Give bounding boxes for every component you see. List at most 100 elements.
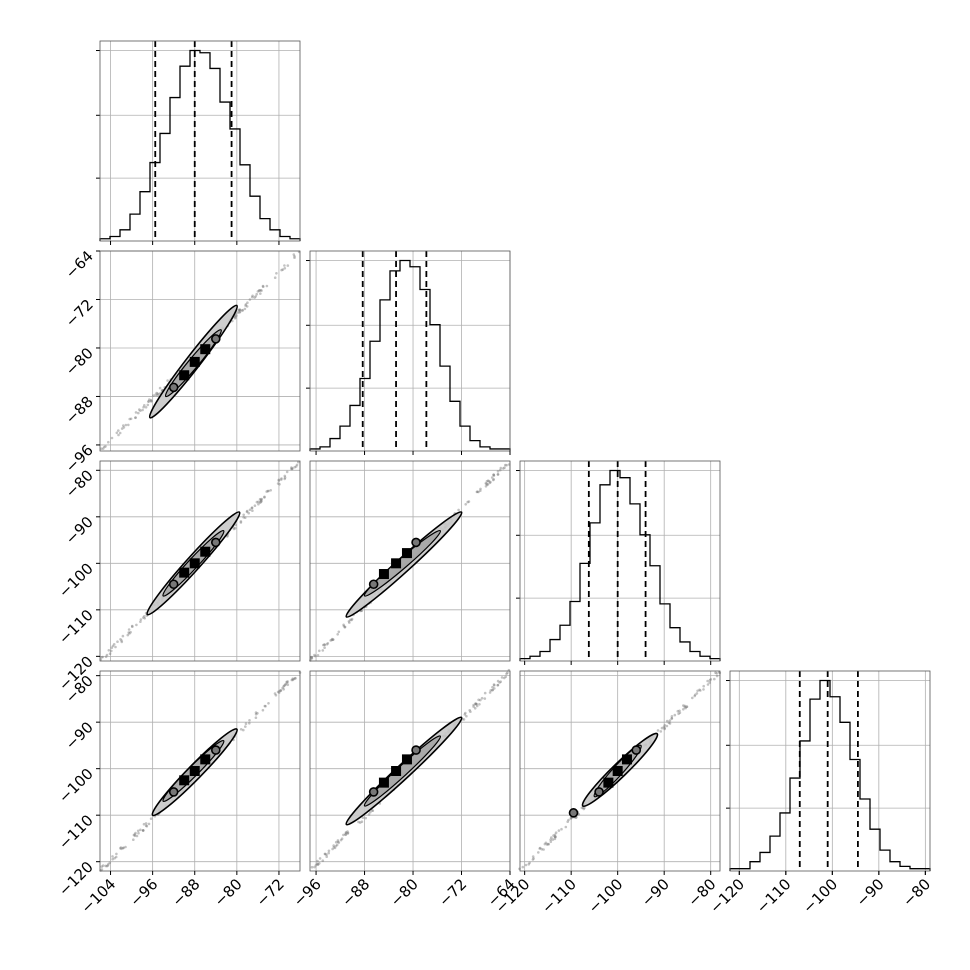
- scatter-point: [238, 310, 242, 314]
- scatter-point: [266, 489, 270, 493]
- scatter-point: [139, 618, 143, 621]
- scatter-point: [286, 680, 289, 683]
- scatter-point: [286, 681, 289, 684]
- scatter-point: [477, 490, 480, 494]
- scatter-point: [314, 654, 317, 658]
- x-tick-label-0-3: −80: [211, 875, 246, 910]
- scatter-point: [256, 290, 260, 293]
- scatter-point: [141, 829, 145, 832]
- scatter-point: [350, 618, 353, 622]
- scatter-point: [476, 490, 479, 494]
- scatter-point: [257, 502, 260, 506]
- scatter-point: [293, 256, 296, 260]
- scatter-point: [325, 855, 329, 858]
- scatter-point: [496, 679, 500, 683]
- scatter-point: [279, 689, 283, 692]
- scatter-point: [503, 466, 506, 470]
- scatter-point: [557, 829, 561, 832]
- x-tick-label-0-4: −72: [253, 875, 288, 910]
- x-tick-label-3-4: −80: [899, 875, 934, 910]
- scatter-point: [132, 838, 135, 841]
- scatter-point: [343, 626, 347, 629]
- scatter-point: [156, 394, 159, 397]
- scatter-point: [696, 689, 699, 693]
- histogram-step-0: [99, 49, 301, 241]
- scatter-point: [106, 864, 110, 867]
- scatter-point: [493, 687, 496, 690]
- scatter-point: [135, 623, 138, 627]
- scatter-point: [583, 806, 586, 810]
- scatter-point: [107, 862, 110, 866]
- scatter-point: [527, 863, 531, 866]
- scatter-point: [283, 684, 286, 688]
- scatter-point: [136, 829, 140, 833]
- scatter-point: [250, 506, 254, 510]
- scatter-point: [346, 831, 350, 835]
- scatter-point: [120, 427, 124, 430]
- panel-frame: [729, 670, 931, 872]
- scatter-point: [499, 468, 502, 472]
- scatter-point: [145, 824, 149, 828]
- scatter-panel-0-3: [99, 670, 302, 872]
- scatter-point: [276, 482, 280, 485]
- scatter-point: [670, 715, 674, 718]
- scatter-point: [254, 711, 258, 714]
- scatter-panel-0-1: [99, 250, 301, 452]
- scatter-point: [277, 479, 281, 482]
- scatter-point: [254, 716, 258, 719]
- scatter-point: [290, 467, 294, 471]
- contour-marker: [210, 745, 221, 755]
- scatter-point: [114, 645, 117, 649]
- scatter-point: [665, 724, 669, 728]
- histogram-step-3: [729, 679, 931, 871]
- scatter-point: [291, 467, 294, 470]
- scatter-point: [314, 864, 318, 867]
- scatter-point: [344, 833, 347, 836]
- density-block: [391, 558, 402, 569]
- scatter-point: [662, 725, 666, 729]
- scatter-point: [676, 709, 680, 713]
- scatter-point: [277, 478, 281, 482]
- scatter-point: [121, 846, 125, 850]
- scatter-point: [147, 400, 150, 403]
- scatter-point: [238, 308, 242, 311]
- scatter-point: [489, 689, 493, 692]
- x-tick-label-1-3: −72: [435, 875, 470, 910]
- scatter-point: [538, 847, 541, 850]
- scatter-point: [316, 863, 320, 866]
- scatter-point: [265, 490, 269, 493]
- scatter-point: [293, 677, 297, 680]
- scatter-point: [663, 726, 666, 730]
- scatter-point: [139, 620, 142, 623]
- scatter-point: [150, 399, 153, 403]
- scatter-point: [484, 485, 488, 488]
- scatter-point: [283, 267, 287, 270]
- scatter-point: [280, 477, 283, 480]
- scatter-point: [334, 840, 338, 844]
- scatter-point: [524, 863, 528, 867]
- density-block: [189, 356, 200, 367]
- scatter-point: [566, 820, 569, 823]
- scatter-point: [104, 864, 107, 868]
- scatter-point: [505, 672, 508, 676]
- scatter-point: [313, 653, 316, 657]
- histogram-panel-2: [516, 460, 721, 662]
- scatter-point: [318, 649, 321, 653]
- scatter-point: [493, 684, 496, 687]
- scatter-point: [316, 859, 319, 863]
- scatter-point: [128, 632, 131, 635]
- scatter-point: [550, 836, 553, 839]
- scatter-panel-2-3: [518, 670, 722, 872]
- scatter-point: [233, 526, 237, 530]
- scatter-point: [242, 516, 245, 519]
- scatter-point: [346, 832, 350, 835]
- scatter-point: [283, 477, 287, 481]
- panel-frame: [99, 460, 301, 662]
- panel-frame: [99, 670, 301, 872]
- scatter-point: [310, 656, 314, 660]
- contour-marker: [411, 745, 421, 755]
- density-block: [401, 754, 412, 765]
- scatter-point: [553, 833, 557, 837]
- scatter-point: [244, 722, 248, 725]
